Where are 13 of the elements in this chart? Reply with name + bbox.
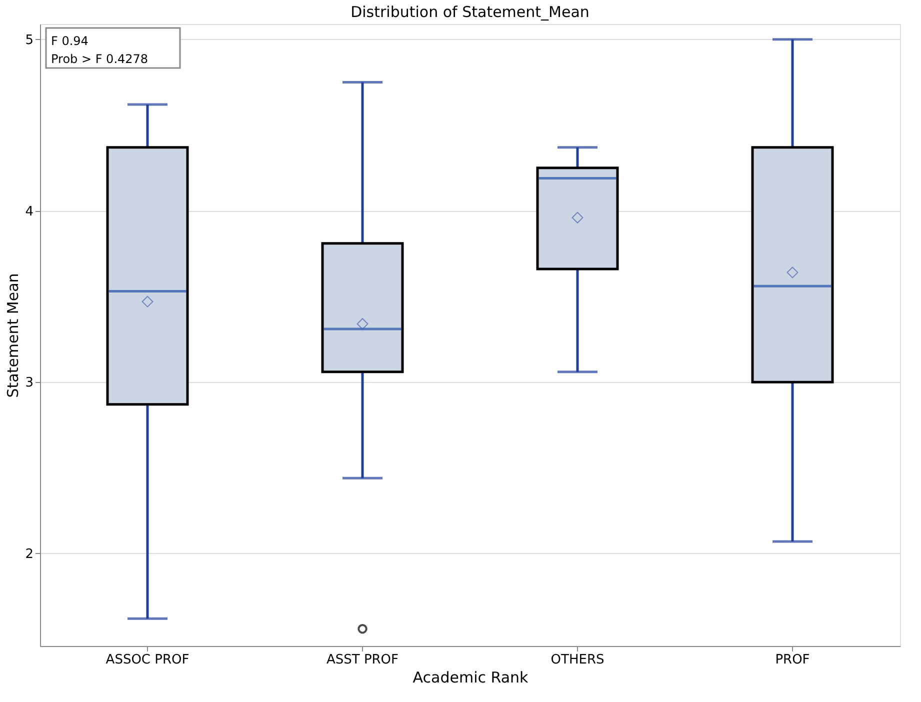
annotation: Prob > F 0.4278 — [51, 52, 148, 66]
y-tick-label: 4 — [25, 204, 34, 220]
y-tick-label: 5 — [25, 32, 34, 48]
chart-title: Distribution of Statement_Mean — [350, 3, 590, 21]
y-tick-label: 3 — [25, 376, 34, 391]
x-axis-title: Academic Rank — [412, 668, 529, 686]
x-tick-label: ASST PROF — [326, 652, 399, 668]
x-tick-label: PROF — [775, 652, 810, 668]
x-tick-label: OTHERS — [550, 652, 604, 668]
annotation: F 0.94 — [51, 34, 88, 48]
y-tick-label: 2 — [25, 546, 34, 562]
y-axis-title: Statement Mean — [4, 273, 22, 398]
x-tick-label: ASSOC PROF — [106, 652, 190, 668]
